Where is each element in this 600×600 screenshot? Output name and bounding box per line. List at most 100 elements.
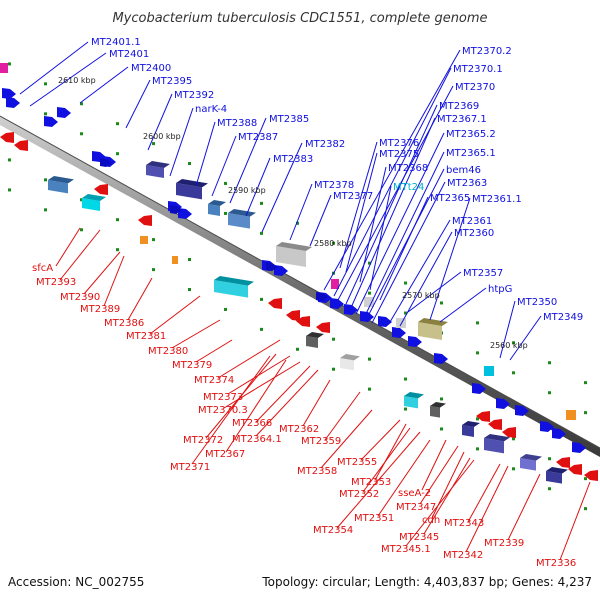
gene-label: MT2372 [183, 435, 223, 446]
scale-tick [512, 371, 515, 375]
gene-label: MT2355 [337, 457, 377, 468]
scale-tick [44, 112, 47, 116]
reverse-gene-arrow [268, 298, 282, 309]
gene-block [146, 165, 164, 178]
gene-label: MT2401.1 [91, 37, 141, 48]
reverse-gene-arrow [286, 310, 300, 321]
gene-label: MT2361 [452, 216, 492, 227]
scale-tick [80, 228, 83, 232]
forward-gene-arrow [552, 428, 566, 439]
reverse-leader-line [559, 481, 591, 561]
gene-label: MT2385 [269, 114, 309, 125]
forward-leader-line [211, 135, 237, 197]
forward-gene-arrow [170, 205, 182, 214]
gene-label: MT2378 [314, 180, 354, 191]
scale-tick [188, 258, 191, 262]
forward-gene-arrow [496, 398, 510, 409]
map-title: Mycobacterium tuberculosis CDC1551, comp… [112, 11, 487, 26]
reverse-leader-line [223, 361, 301, 409]
gene-label: MT2360 [454, 228, 494, 239]
forward-gene-arrow [274, 265, 288, 276]
gene-block-top [208, 200, 226, 206]
scale-tick [368, 261, 371, 265]
scale-tick [404, 407, 407, 411]
reverse-leader-line [374, 423, 407, 481]
reverse-gene-arrow [138, 215, 152, 226]
reverse-gene-arrow [296, 316, 310, 327]
forward-leader-line [125, 79, 151, 129]
gene-label: MT2342 [443, 550, 483, 561]
forward-leader-line [363, 151, 445, 319]
gene-block [208, 204, 220, 216]
gene-label: MTt24 [393, 182, 424, 193]
forward-gene-labels: MT2401.1 MT2401 MT2400 MT2395 MT2392 nar… [91, 37, 583, 323]
gene-label: MT2373 [203, 392, 243, 403]
gene-block [228, 213, 250, 229]
forward-leader-line [333, 67, 452, 297]
gene-label: MT2377 [333, 191, 373, 202]
gene-block-top [276, 242, 312, 251]
reverse-leader-line [255, 365, 311, 423]
scale-label: 2600 kbp [143, 132, 181, 141]
forward-leader-line [379, 196, 429, 301]
scale-label: 2570 kbp [402, 291, 440, 300]
scale-tick [44, 178, 47, 182]
gene-block-top [146, 161, 170, 168]
misc-feature-marker [0, 63, 8, 73]
scale-tick [8, 188, 11, 192]
scale-tick [368, 291, 371, 295]
forward-gene-arrow [360, 311, 374, 322]
gene-label: MT2363 [447, 178, 487, 189]
reverse-leader-line [465, 465, 509, 553]
gene-label: MT2369 [439, 101, 479, 112]
gene-label: MT2379 [172, 360, 212, 371]
gene-block-top [176, 179, 208, 188]
tick-marks [8, 62, 587, 511]
gene-block [140, 236, 148, 244]
scale-tick [44, 208, 47, 212]
gene-block [172, 256, 178, 264]
reverse-gene-arrow [14, 140, 28, 151]
scale-tick [584, 381, 587, 385]
reverse-gene-arrow [556, 457, 570, 468]
forward-gene-arrow [6, 97, 20, 108]
forward-leader-line [79, 66, 129, 104]
reverse-leader-line [171, 319, 221, 349]
forward-gene-arrow [540, 421, 554, 432]
gene-label: MT2366 [232, 418, 272, 429]
forward-gene-arrow [316, 292, 328, 301]
gene-label: MT2345 [399, 532, 439, 543]
gene-label: MT2347 [396, 502, 436, 513]
gene-label: MT2365.1 [446, 148, 496, 159]
forward-gene-arrow [57, 107, 71, 118]
gene-block-top [404, 392, 424, 399]
gene-block-top [520, 454, 542, 461]
gene-block-top [484, 434, 510, 442]
scale-tick [512, 467, 515, 471]
scale-tick [548, 391, 551, 395]
scale-tick [116, 152, 119, 156]
gene-label: MT2370.3 [198, 405, 248, 416]
forward-gene-arrow [434, 353, 448, 364]
forward-gene-arrow [408, 336, 422, 347]
scale-tick [116, 122, 119, 126]
forward-gene-arrow [2, 88, 16, 99]
forward-leader-line [429, 197, 471, 321]
gene-block [484, 438, 504, 454]
forward-gene-arrow [44, 116, 58, 127]
reverse-gene-arrow [502, 427, 516, 438]
gene-block-top [546, 467, 568, 474]
label-leader-lines [19, 41, 591, 561]
gene-block-top [214, 276, 254, 286]
scale-tick [44, 82, 47, 86]
scale-tick [152, 238, 155, 242]
gene-label: MT2376 [379, 138, 419, 149]
scale-tick [368, 357, 371, 361]
gene-label: MT2345.1 [381, 544, 431, 555]
reverse-gene-arrow [568, 464, 582, 475]
forward-gene-arrow [378, 316, 392, 327]
gene-block [546, 471, 562, 484]
gene-label: MT2367.1 [437, 114, 487, 125]
reverse-leader-line [421, 439, 447, 491]
